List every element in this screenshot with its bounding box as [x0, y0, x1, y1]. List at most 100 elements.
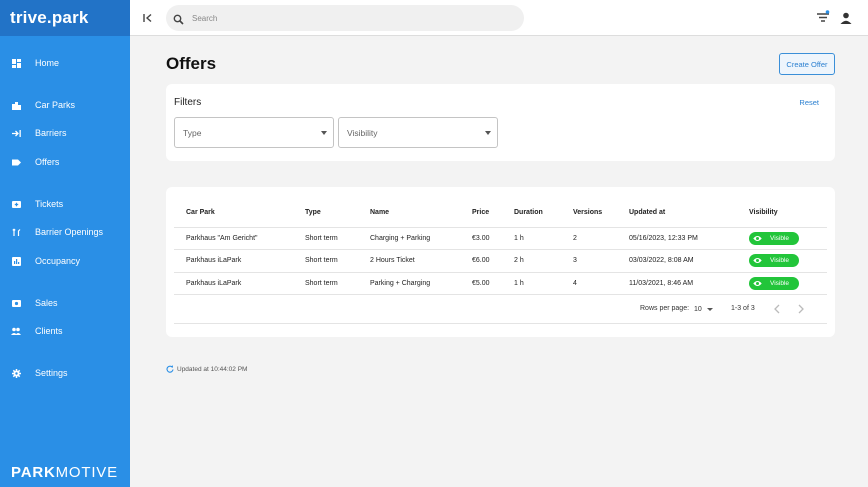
visibility-badge[interactable]: Visible	[749, 254, 799, 267]
sidebar-item-tickets[interactable]: Tickets	[0, 194, 130, 214]
visibility-badge-label: Visible	[770, 235, 790, 242]
parkmotive-logo: PARKMOTIVE	[11, 464, 118, 481]
column-header-type[interactable]: Type	[305, 209, 321, 216]
sidebar-item-label: Sales	[35, 298, 58, 308]
cell-versions: 3	[573, 257, 577, 264]
column-header-price[interactable]: Price	[472, 209, 490, 216]
table-header-divider	[174, 227, 827, 228]
cell-price: €5.00	[472, 280, 490, 287]
cell-duration: 1 h	[514, 235, 524, 242]
cell-name: 2 Hours Ticket	[370, 257, 415, 264]
barrier-arrow-icon	[11, 128, 21, 138]
visibility-filter-select[interactable]: Visibility	[338, 117, 498, 148]
cell-updated-at: 11/03/2021, 8:46 AM	[629, 280, 694, 287]
cell-price: €3.00	[472, 235, 490, 242]
sidebar-item-offers[interactable]: Offers	[0, 152, 130, 172]
sales-icon	[11, 298, 21, 308]
cell-duration: 2 h	[514, 257, 524, 264]
sidebar-item-car-parks[interactable]: Car Parks	[0, 95, 130, 115]
row-divider	[174, 294, 827, 295]
brand-logo[interactable]: trive.park	[0, 0, 130, 36]
cell-car-park: Parkhaus iLaPark	[186, 280, 242, 287]
reset-filters-link[interactable]: Reset	[799, 98, 819, 107]
visibility-badge-label: Visible	[770, 257, 790, 264]
eye-icon	[753, 256, 762, 265]
search-input[interactable]	[192, 13, 492, 23]
cell-car-park: Parkhaus "Am Gericht"	[186, 235, 258, 242]
sidebar-item-label: Occupancy	[35, 256, 81, 266]
visibility-filter-label: Visibility	[347, 127, 378, 138]
collapse-sidebar-icon[interactable]	[142, 11, 156, 25]
offers-table-card	[166, 187, 835, 337]
updated-status: Updated at 10:44:02 PM	[166, 365, 247, 373]
sidebar-item-occupancy[interactable]: Occupancy	[0, 251, 130, 271]
chevron-down-icon	[706, 307, 713, 311]
cell-name: Charging + Parking	[370, 235, 431, 242]
pagination-divider	[174, 323, 827, 324]
cell-duration: 1 h	[514, 280, 524, 287]
sidebar-item-label: Car Parks	[35, 100, 76, 110]
user-account-icon[interactable]	[840, 11, 853, 24]
cell-price: €6.00	[472, 257, 490, 264]
sidebar-item-label: Clients	[35, 326, 63, 336]
visibility-badge[interactable]: Visible	[749, 232, 799, 245]
cell-type: Short term	[305, 235, 338, 242]
column-header-name[interactable]: Name	[370, 209, 390, 216]
sidebar-item-label: Barrier Openings	[35, 227, 104, 237]
cell-type: Short term	[305, 280, 338, 287]
cell-versions: 2	[573, 235, 577, 242]
logo-bold-text: PARK	[11, 464, 56, 481]
sidebar-item-settings[interactable]: Settings	[0, 363, 130, 383]
pagination-range: 1-3 of 3	[731, 305, 755, 312]
rows-per-page-label: Rows per page:	[640, 305, 690, 312]
search-bar[interactable]	[166, 5, 524, 31]
type-filter-select[interactable]: Type	[174, 117, 334, 148]
tag-icon	[11, 157, 21, 167]
column-header-updated-at[interactable]: Updated at	[629, 209, 666, 216]
logo-light-text: MOTIVE	[55, 464, 118, 481]
refresh-icon[interactable]	[166, 365, 174, 373]
page-title: Offers	[166, 54, 217, 73]
sidebar-item-sales[interactable]: Sales	[0, 293, 130, 313]
eye-icon	[753, 279, 762, 288]
visibility-badge[interactable]: Visible	[749, 277, 799, 290]
create-offer-button[interactable]: Create Offer	[779, 53, 835, 75]
rows-per-page-value: 10	[694, 305, 702, 313]
car-parks-icon	[11, 100, 21, 110]
sidebar-item-label: Settings	[35, 368, 68, 378]
gear-icon	[11, 368, 21, 378]
column-header-car-park[interactable]: Car Park	[186, 209, 215, 216]
sidebar-item-clients[interactable]: Clients	[0, 321, 130, 341]
row-divider	[174, 249, 827, 250]
sidebar-item-label: Tickets	[35, 199, 64, 209]
sidebar-item-label: Offers	[35, 157, 60, 167]
cell-type: Short term	[305, 257, 338, 264]
cell-car-park: Parkhaus iLaPark	[186, 257, 242, 264]
cell-updated-at: 03/03/2022, 8:08 AM	[629, 257, 694, 264]
column-header-versions[interactable]: Versions	[573, 209, 603, 216]
sidebar-item-barrier-openings[interactable]: Barrier Openings	[0, 222, 130, 242]
cell-name: Parking + Charging	[370, 280, 431, 287]
barrier-opening-icon	[11, 227, 21, 237]
chevron-down-icon	[485, 130, 491, 135]
type-filter-label: Type	[183, 127, 202, 138]
cell-updated-at: 05/16/2023, 12:33 PM	[629, 235, 698, 242]
rows-per-page-select[interactable]: 10	[694, 303, 714, 315]
filter-list-icon[interactable]	[816, 10, 830, 24]
column-header-visibility[interactable]: Visibility	[749, 209, 778, 216]
filters-card: Filters Reset Type Visibility	[166, 84, 835, 161]
sidebar-item-barriers[interactable]: Barriers	[0, 123, 130, 143]
updated-status-text: Updated at 10:44:02 PM	[177, 365, 248, 373]
column-header-duration[interactable]: Duration	[514, 209, 543, 216]
filters-title: Filters	[174, 97, 202, 108]
dashboard-icon	[11, 58, 21, 68]
ticket-icon	[11, 199, 21, 209]
next-page-icon[interactable]	[797, 304, 805, 314]
sidebar-item-home[interactable]: Home	[0, 53, 130, 73]
previous-page-icon[interactable]	[773, 304, 781, 314]
sidebar: trive.park Home Car Parks Barriers Offer…	[0, 0, 130, 487]
top-bar	[130, 0, 868, 36]
eye-icon	[753, 234, 762, 243]
search-icon	[173, 12, 185, 25]
sidebar-item-label: Home	[35, 58, 60, 68]
